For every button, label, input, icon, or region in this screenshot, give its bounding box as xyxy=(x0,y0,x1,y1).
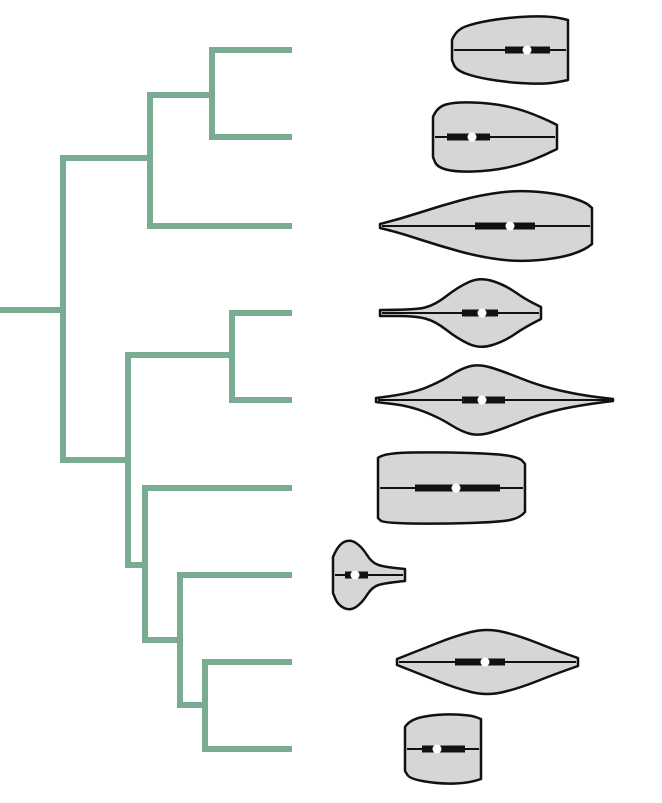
median xyxy=(432,744,442,754)
median xyxy=(477,395,487,405)
median xyxy=(477,308,487,318)
branch xyxy=(0,155,292,752)
median xyxy=(522,45,532,55)
tree xyxy=(0,47,292,752)
branch xyxy=(63,47,292,229)
violins xyxy=(331,15,615,785)
median xyxy=(505,221,515,231)
median xyxy=(350,570,360,580)
branch xyxy=(128,310,292,403)
median xyxy=(451,483,461,493)
median xyxy=(467,132,477,142)
median xyxy=(480,657,490,667)
